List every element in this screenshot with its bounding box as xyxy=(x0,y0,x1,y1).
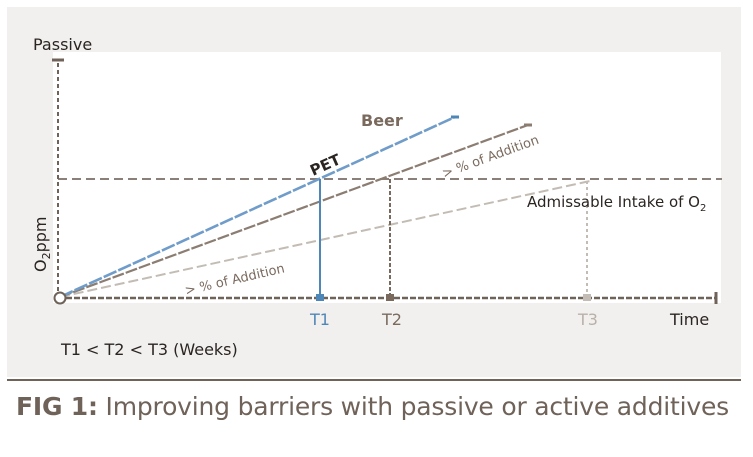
caption-divider xyxy=(7,379,741,381)
y-axis-top-label: Passive xyxy=(33,35,92,54)
tick-marker-t1 xyxy=(316,294,324,301)
origin-marker xyxy=(53,291,67,305)
threshold-label: Admissable Intake of O2 xyxy=(527,193,706,214)
annotation-addition-upper: > % of Addition xyxy=(440,133,541,182)
series-label-beer: Beer xyxy=(361,111,403,130)
plot-area xyxy=(53,52,721,303)
footnote: T1 < T2 < T3 (Weeks) xyxy=(60,340,238,359)
tick-marker-t2 xyxy=(386,294,394,301)
caption-label: FIG 1: xyxy=(16,392,98,421)
caption-text: Improving barriers with passive or activ… xyxy=(105,392,730,421)
x-tick-label-t3: T3 xyxy=(577,310,598,329)
x-tick-label-t2: T2 xyxy=(381,310,402,329)
series-line-beer xyxy=(59,123,529,299)
y-axis-label: O2ppm xyxy=(31,217,53,273)
tick-marker-t3 xyxy=(583,294,591,301)
x-tick-label-t1: T1 xyxy=(309,310,330,329)
series-line-pet xyxy=(59,115,456,299)
series-line-addition-lower xyxy=(59,180,591,298)
figure-caption: FIG 1: Improving barriers with passive o… xyxy=(16,392,729,421)
x-axis-label: Time xyxy=(669,310,709,329)
